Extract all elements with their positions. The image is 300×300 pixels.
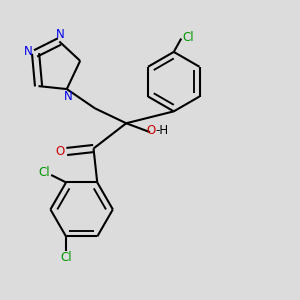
Text: Cl: Cl <box>38 166 50 179</box>
Text: N: N <box>64 90 73 103</box>
Text: N: N <box>56 28 64 40</box>
Text: N: N <box>24 45 32 58</box>
Text: O: O <box>147 124 156 137</box>
Text: -H: -H <box>155 124 169 137</box>
Text: Cl: Cl <box>60 251 72 264</box>
Text: Cl: Cl <box>182 31 194 44</box>
Text: O: O <box>56 145 65 158</box>
